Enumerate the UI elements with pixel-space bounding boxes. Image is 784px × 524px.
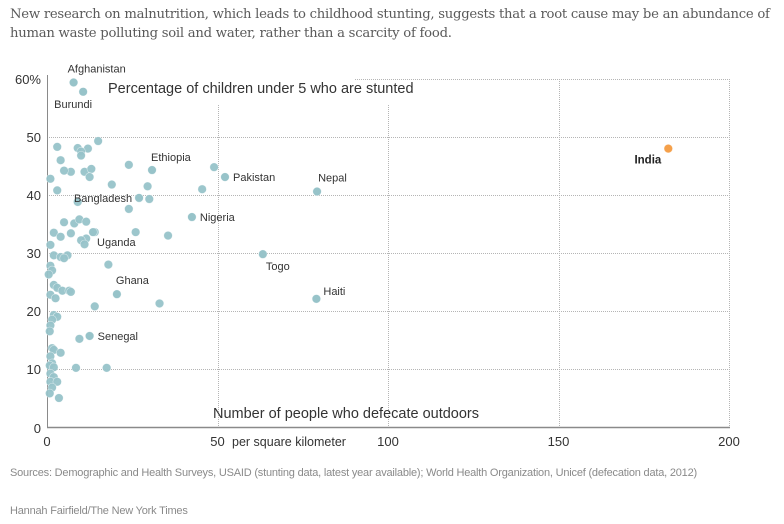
label-india: India xyxy=(634,155,661,167)
data-point xyxy=(90,301,100,311)
data-point xyxy=(66,228,76,238)
data-point-nigeria xyxy=(187,212,197,222)
data-point xyxy=(56,348,66,358)
data-point xyxy=(154,298,165,309)
data-point xyxy=(79,239,90,249)
label-haiti: Haiti xyxy=(323,286,345,298)
data-point xyxy=(124,204,134,214)
y-tick-label: 30 xyxy=(27,246,41,261)
x-axis-title: Number of people who defecate outdoors xyxy=(213,406,479,422)
data-point xyxy=(52,142,62,152)
data-point xyxy=(66,287,76,297)
data-point xyxy=(76,150,86,161)
data-point xyxy=(197,184,207,194)
data-point xyxy=(74,334,84,344)
data-point-togo xyxy=(258,249,268,259)
x-tick-label: 100 xyxy=(377,434,399,449)
data-point-india xyxy=(663,144,673,154)
data-point-afghanistan xyxy=(68,77,79,88)
label-senegal: Senegal xyxy=(98,331,138,343)
data-point xyxy=(85,172,95,182)
data-point xyxy=(45,326,55,336)
data-point xyxy=(59,166,69,176)
label-nigeria: Nigeria xyxy=(200,212,236,224)
y-tick-label: 50 xyxy=(27,130,41,145)
label-bangladesh: Bangladesh xyxy=(74,193,132,205)
intro-text: New research on malnutrition, which lead… xyxy=(10,7,770,41)
data-point xyxy=(45,388,55,398)
y-tick-label: 60% xyxy=(15,72,41,87)
label-ethiopia: Ethiopia xyxy=(151,152,192,164)
data-point-nepal xyxy=(312,186,322,197)
data-point xyxy=(45,240,56,250)
data-point-uganda xyxy=(88,227,98,237)
data-point xyxy=(93,136,103,146)
data-point xyxy=(107,179,117,190)
data-point xyxy=(52,377,62,387)
scatter-chart: 0 10 20 30 40 50 60% 0 50 100 150 200 Percentage o… xyxy=(15,63,740,449)
data-point xyxy=(144,194,154,204)
x-tick-label: 50 xyxy=(210,434,224,449)
y-axis-title: Percentage of children under 5 who are s… xyxy=(108,81,414,97)
data-point xyxy=(54,393,64,403)
data-point xyxy=(44,269,54,280)
x-axis-subtitle: per square kilometer xyxy=(232,435,346,449)
label-uganda: Uganda xyxy=(97,237,136,249)
data-point xyxy=(52,185,62,195)
label-burundi: Burundi xyxy=(54,99,92,111)
gridlines xyxy=(47,79,730,427)
label-nepal: Nepal xyxy=(318,173,347,185)
x-tick-label: 200 xyxy=(718,434,740,449)
y-tick-label: 0 xyxy=(34,421,41,436)
data-point-senegal xyxy=(85,331,95,341)
y-tick-label: 40 xyxy=(27,188,41,203)
data-point xyxy=(81,217,91,227)
y-tick-label: 10 xyxy=(27,362,41,377)
data-point xyxy=(45,174,56,184)
data-point-ethiopia xyxy=(147,165,157,175)
data-point-ghana xyxy=(112,289,122,299)
data-point-haiti xyxy=(311,294,321,304)
x-tick-label: 150 xyxy=(548,434,570,449)
data-point xyxy=(131,227,141,237)
credit-line: Hannah Fairfield/The New York Times xyxy=(10,505,188,517)
data-point xyxy=(73,197,83,207)
y-tick-labels: 0 10 20 30 40 50 60% xyxy=(15,72,41,436)
data-point xyxy=(56,155,66,165)
y-tick-label: 20 xyxy=(27,304,41,319)
data-points xyxy=(44,77,673,403)
x-tick-label: 0 xyxy=(43,434,50,449)
data-point xyxy=(71,363,81,373)
label-togo: Togo xyxy=(266,261,290,273)
label-pakistan: Pakistan xyxy=(233,172,275,184)
data-point xyxy=(86,164,96,174)
source-note: Sources: Demographic and Health Surveys,… xyxy=(10,467,697,479)
data-point xyxy=(59,217,69,227)
data-point xyxy=(49,228,59,238)
data-point xyxy=(142,181,153,191)
data-point-pakistan xyxy=(220,172,230,182)
label-afghanistan: Afghanistan xyxy=(68,63,126,75)
data-point-burundi xyxy=(78,87,88,97)
data-point xyxy=(102,363,112,373)
data-point xyxy=(56,232,66,242)
data-point-bangladesh xyxy=(134,193,144,203)
data-point xyxy=(124,160,134,170)
data-point xyxy=(59,253,69,263)
label-ghana: Ghana xyxy=(116,275,150,287)
data-point xyxy=(209,162,219,172)
x-tick-labels: 0 50 100 150 200 xyxy=(43,434,739,449)
data-point xyxy=(163,231,173,241)
data-point xyxy=(50,293,61,303)
data-point xyxy=(103,260,113,270)
point-labels: Afghanistan Burundi Ethiopia Pakistan Nepal B… xyxy=(54,63,662,342)
